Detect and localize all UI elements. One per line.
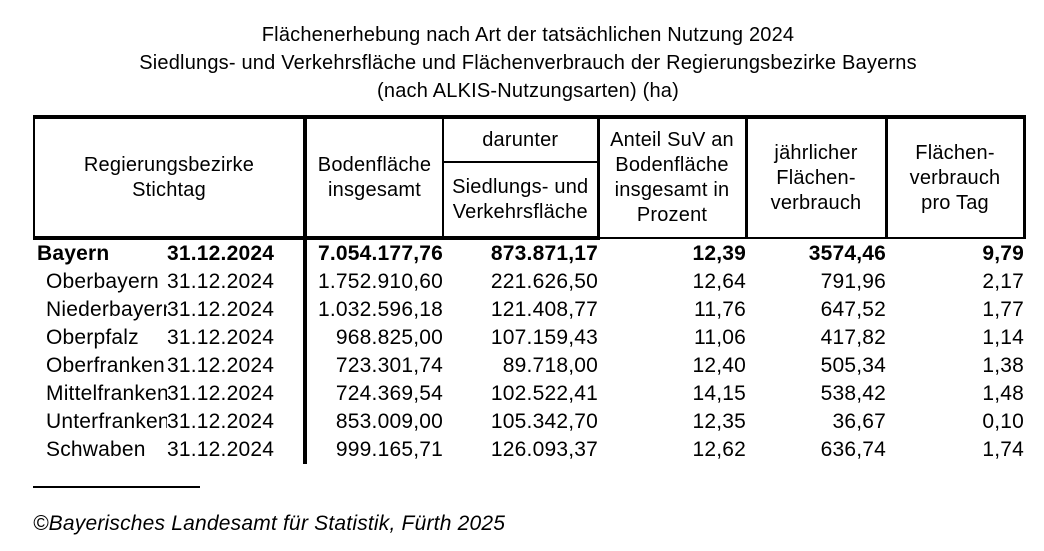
anteil-prozent-value: 12,64 bbox=[692, 270, 746, 293]
title-line-2: Siedlungs- und Verkehrsfläche und Fläche… bbox=[139, 52, 917, 74]
header-darunter: darunter bbox=[442, 115, 600, 163]
table-body: Bayern 31.12.2024 7.054.177,76 873.871,17… bbox=[34, 238, 1024, 464]
region-cell: Oberbayern 31.12.2024 bbox=[34, 268, 307, 296]
region-cell: Niederbayern 31.12.2024 bbox=[34, 296, 307, 324]
table-header: Regierungsbezirke Stichtag Bodenfläche i… bbox=[33, 115, 1026, 240]
verbrauch-pro-tag-value: 2,17 bbox=[982, 270, 1024, 293]
jaehrlicher-verbrauch-value: 636,74 bbox=[820, 438, 886, 461]
stichtag-date: 31.12.2024 bbox=[167, 438, 275, 461]
stichtag-date: 31.12.2024 bbox=[167, 382, 275, 405]
region-cell: Schwaben 31.12.2024 bbox=[34, 436, 307, 464]
table-row-niederbayern: Niederbayern 31.12.2024 1.032.596,18 121.… bbox=[34, 296, 1024, 324]
bodenflaeche-value: 724.369,54 bbox=[335, 382, 443, 405]
suv-value: 89.718,00 bbox=[502, 354, 598, 377]
region-cell: Oberpfalz 31.12.2024 bbox=[34, 324, 307, 352]
stichtag-date: 31.12.2024 bbox=[167, 242, 275, 265]
stichtag-date: 31.12.2024 bbox=[167, 326, 275, 349]
jaehrlicher-verbrauch-value: 3574,46 bbox=[808, 241, 886, 265]
verbrauch-pro-tag-value: 1,77 bbox=[982, 298, 1024, 321]
table-row-bayern: Bayern 31.12.2024 7.054.177,76 873.871,17… bbox=[34, 238, 1024, 268]
stichtag-date: 31.12.2024 bbox=[167, 410, 275, 433]
anteil-prozent-value: 11,06 bbox=[694, 326, 746, 349]
header-anteil-suv: Anteil SuV an Bodenfläche insgesamt in P… bbox=[597, 115, 748, 239]
suv-value: 102.522,41 bbox=[490, 382, 598, 405]
suv-value: 121.408,77 bbox=[490, 298, 598, 321]
header-bodenflaeche-insgesamt: Bodenfläche insgesamt bbox=[304, 115, 444, 240]
anteil-prozent-value: 12,40 bbox=[692, 354, 746, 377]
region-name: Unterfranken bbox=[46, 410, 167, 433]
jaehrlicher-verbrauch-value: 36,67 bbox=[832, 410, 886, 433]
bodenflaeche-value: 968.825,00 bbox=[335, 326, 443, 349]
verbrauch-pro-tag-value: 0,10 bbox=[982, 410, 1024, 433]
header-regierungsbezirke-stichtag: Regierungsbezirke Stichtag bbox=[33, 115, 307, 240]
title-line-3: (nach ALKIS-Nutzungsarten) (ha) bbox=[377, 80, 679, 102]
table-row-oberbayern: Oberbayern 31.12.2024 1.752.910,60 221.62… bbox=[34, 268, 1024, 296]
region-name: Oberbayern bbox=[46, 270, 159, 293]
suv-value: 105.342,70 bbox=[490, 410, 598, 433]
stichtag-date: 31.12.2024 bbox=[167, 354, 275, 377]
stichtag-date: 31.12.2024 bbox=[167, 270, 275, 293]
flaechenerhebung-table: Regierungsbezirke Stichtag Bodenfläche i… bbox=[33, 115, 1026, 464]
region-name: Oberpfalz bbox=[46, 326, 139, 349]
anteil-prozent-value: 11,76 bbox=[694, 298, 746, 321]
verbrauch-pro-tag-value: 9,79 bbox=[982, 241, 1024, 265]
verbrauch-pro-tag-value: 1,14 bbox=[982, 326, 1024, 349]
bodenflaeche-value: 7.054.177,76 bbox=[317, 242, 443, 265]
region-name: Oberfranken bbox=[46, 354, 165, 377]
header-flaechenverbrauch-pro-tag: Flächen- verbrauch pro Tag bbox=[885, 115, 1026, 239]
anteil-prozent-value: 12,39 bbox=[692, 241, 746, 265]
copyright-text: ©Bayerisches Landesamt für Statistik, Fü… bbox=[33, 512, 506, 535]
bodenflaeche-value: 723.301,74 bbox=[335, 354, 443, 377]
header-siedlungs-verkehrsflaeche: Siedlungs- und Verkehrsfläche bbox=[442, 161, 600, 240]
region-cell: Mittelfranken 31.12.2024 bbox=[34, 380, 307, 408]
verbrauch-pro-tag-value: 1,48 bbox=[982, 382, 1024, 405]
bodenflaeche-value: 999.165,71 bbox=[335, 438, 443, 461]
suv-value: 221.626,50 bbox=[490, 270, 598, 293]
table-row-oberfranken: Oberfranken 31.12.2024 723.301,74 89.718,… bbox=[34, 352, 1024, 380]
jaehrlicher-verbrauch-value: 538,42 bbox=[820, 382, 886, 405]
region-name: Schwaben bbox=[46, 438, 146, 461]
bodenflaeche-value: 1.752.910,60 bbox=[317, 270, 443, 293]
region-cell: Bayern 31.12.2024 bbox=[34, 238, 307, 268]
page-title: Flächenerhebung nach Art der tatsächlich… bbox=[33, 21, 1023, 105]
bodenflaeche-value: 1.032.596,18 bbox=[317, 298, 443, 321]
region-name: Mittelfranken bbox=[46, 382, 167, 405]
region-name: Niederbayern bbox=[46, 298, 167, 321]
jaehrlicher-verbrauch-value: 791,96 bbox=[820, 270, 886, 293]
stichtag-date: 31.12.2024 bbox=[167, 298, 275, 321]
suv-value: 126.093,37 bbox=[490, 438, 598, 461]
footnote-rule bbox=[33, 486, 200, 488]
bodenflaeche-value: 853.009,00 bbox=[335, 410, 443, 433]
anteil-prozent-value: 12,35 bbox=[692, 410, 746, 433]
title-line-1: Flächenerhebung nach Art der tatsächlich… bbox=[261, 24, 795, 46]
table-row-schwaben: Schwaben 31.12.2024 999.165,71 126.093,37… bbox=[34, 436, 1024, 464]
verbrauch-pro-tag-value: 1,74 bbox=[982, 438, 1024, 461]
anteil-prozent-value: 14,15 bbox=[692, 382, 746, 405]
verbrauch-pro-tag-value: 1,38 bbox=[982, 354, 1024, 377]
anteil-prozent-value: 12,62 bbox=[692, 438, 746, 461]
suv-value: 873.871,17 bbox=[490, 242, 598, 265]
table-row-unterfranken: Unterfranken 31.12.2024 853.009,00 105.34… bbox=[34, 408, 1024, 436]
jaehrlicher-verbrauch-value: 505,34 bbox=[820, 354, 886, 377]
header-jaehrlicher-flaechenverbrauch: jährlicher Flächen- verbrauch bbox=[745, 115, 888, 239]
table-row-oberpfalz: Oberpfalz 31.12.2024 968.825,00 107.159,4… bbox=[34, 324, 1024, 352]
table-row-mittelfranken: Mittelfranken 31.12.2024 724.369,54 102.5… bbox=[34, 380, 1024, 408]
region-name: Bayern bbox=[37, 242, 110, 265]
jaehrlicher-verbrauch-value: 647,52 bbox=[820, 298, 886, 321]
region-cell: Oberfranken 31.12.2024 bbox=[34, 352, 307, 380]
region-cell: Unterfranken 31.12.2024 bbox=[34, 408, 307, 436]
suv-value: 107.159,43 bbox=[490, 326, 598, 349]
jaehrlicher-verbrauch-value: 417,82 bbox=[820, 326, 886, 349]
